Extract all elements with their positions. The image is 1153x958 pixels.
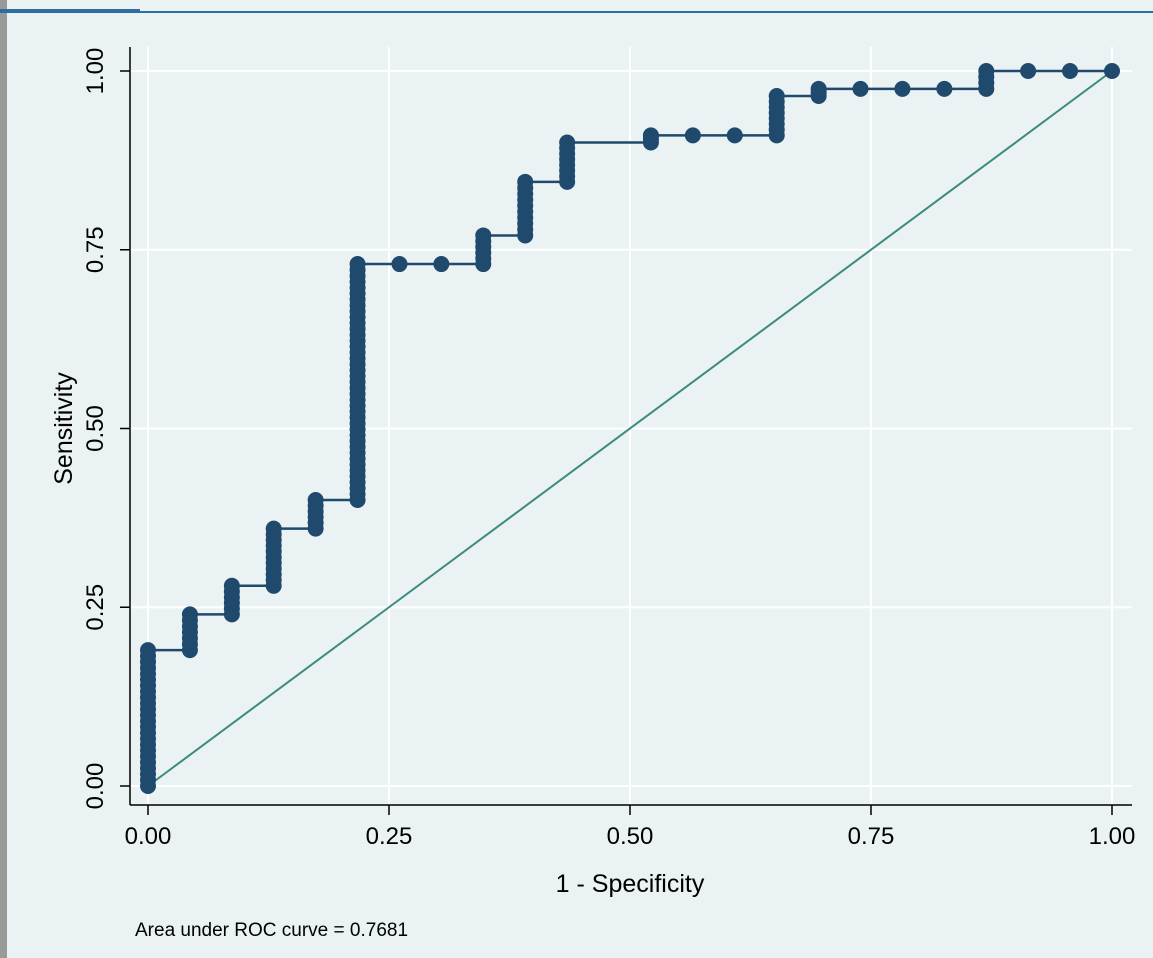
roc-point (307, 492, 324, 508)
x-tick-label: 1.00 (1089, 823, 1136, 850)
roc-point (265, 520, 282, 537)
roc-point (475, 227, 492, 244)
y-tick-label: 0.25 (82, 584, 109, 631)
y-axis-title: Sensitivity (50, 372, 78, 485)
roc-point (642, 127, 659, 144)
roc-point (559, 134, 576, 151)
roc-point (349, 256, 366, 273)
x-axis-title: 1 - Specificity (556, 870, 705, 898)
roc-point (978, 63, 995, 79)
series-layer (140, 63, 1120, 794)
auc-note: Area under ROC curve = 0.7681 (135, 920, 408, 941)
roc-point (684, 127, 701, 144)
left-edge-bar (0, 0, 7, 958)
roc-point (810, 80, 827, 97)
roc-point (1104, 63, 1120, 79)
top-edge-accent (0, 9, 140, 13)
roc-markers (140, 63, 1120, 794)
roc-point (1020, 63, 1037, 79)
roc-point (1062, 63, 1079, 79)
x-tick-label: 0.00 (125, 823, 172, 850)
roc-point (140, 642, 156, 659)
x-tick-label: 0.75 (848, 823, 895, 850)
x-tick-label: 0.25 (366, 823, 413, 850)
y-tick-label: 0.00 (82, 763, 109, 810)
top-edge-line (0, 11, 1153, 13)
labels: 0.00 0.25 0.50 0.75 1.00 0.00 0.25 0.50 0.75 1.00… (50, 48, 1135, 941)
roc-point (433, 256, 450, 273)
roc-point (391, 256, 408, 273)
y-tick-label: 1.00 (82, 48, 109, 95)
roc-point (181, 606, 198, 623)
reference-line (147, 70, 1113, 787)
y-tick-label: 0.75 (82, 226, 109, 273)
roc-point (517, 173, 534, 190)
y-tick-label: 0.50 (82, 405, 109, 452)
roc-point (223, 577, 240, 594)
roc-point (936, 80, 953, 97)
x-tick-label: 0.50 (607, 823, 654, 850)
axes (120, 47, 1132, 815)
roc-point (894, 80, 911, 97)
roc-point (852, 80, 869, 97)
roc-point (726, 127, 743, 144)
roc-point (768, 88, 785, 105)
